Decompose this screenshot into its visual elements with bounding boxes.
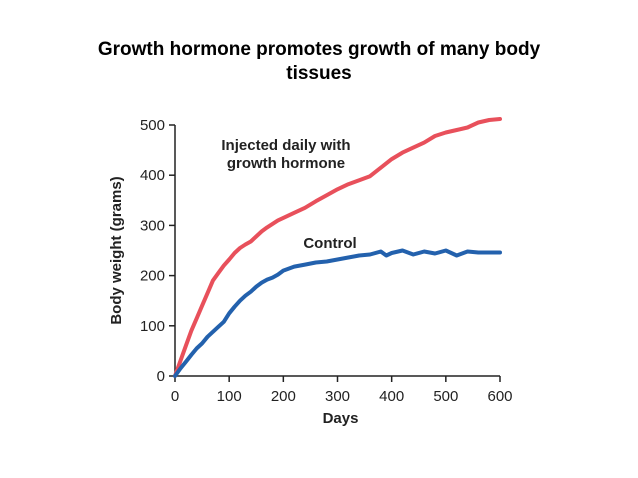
x-tick-label-0: 0 bbox=[171, 388, 179, 405]
series-lines bbox=[173, 117, 502, 378]
y-tick-label-0: 0 bbox=[157, 368, 165, 385]
y-axis-title: Body weight (grams) bbox=[108, 176, 125, 324]
x-axis-title: Days bbox=[323, 410, 359, 427]
series-label-line-growth-hormone-2: growth hormone bbox=[227, 155, 345, 172]
series-label-line-control-1: Control bbox=[303, 235, 356, 252]
y-tick-label-500: 500 bbox=[140, 117, 165, 134]
series-labels: Injected daily with growth hormone Control bbox=[221, 137, 356, 252]
x-tick-label-300: 300 bbox=[325, 388, 350, 405]
series-line-control bbox=[173, 248, 502, 378]
y-tick-label-400: 400 bbox=[140, 167, 165, 184]
slide-title-line-2: tissues bbox=[286, 63, 352, 84]
x-tick-label-600: 600 bbox=[487, 388, 512, 405]
x-tick-label-500: 500 bbox=[433, 388, 458, 405]
y-tick-label-300: 300 bbox=[140, 217, 165, 234]
y-tick-label-100: 100 bbox=[140, 318, 165, 335]
x-tick-label-100: 100 bbox=[217, 388, 242, 405]
x-tick-label-200: 200 bbox=[271, 388, 296, 405]
x-tick-label-400: 400 bbox=[379, 388, 404, 405]
slide-title: Growth hormone promotes growth of many b… bbox=[0, 38, 638, 86]
series-label-growth-hormone: Injected daily with growth hormone bbox=[221, 137, 350, 172]
series-label-control: Control bbox=[303, 235, 356, 252]
series-label-line-growth-hormone-1: Injected daily with bbox=[221, 137, 350, 154]
y-tick-label-200: 200 bbox=[140, 268, 165, 285]
slide-title-line-1: Growth hormone promotes growth of many b… bbox=[97, 39, 541, 60]
axes: 0 100 200 300 400 500 0 100 200 300 400 500 600 Days B… bbox=[108, 117, 513, 427]
series-line-growth-hormone bbox=[173, 117, 502, 378]
